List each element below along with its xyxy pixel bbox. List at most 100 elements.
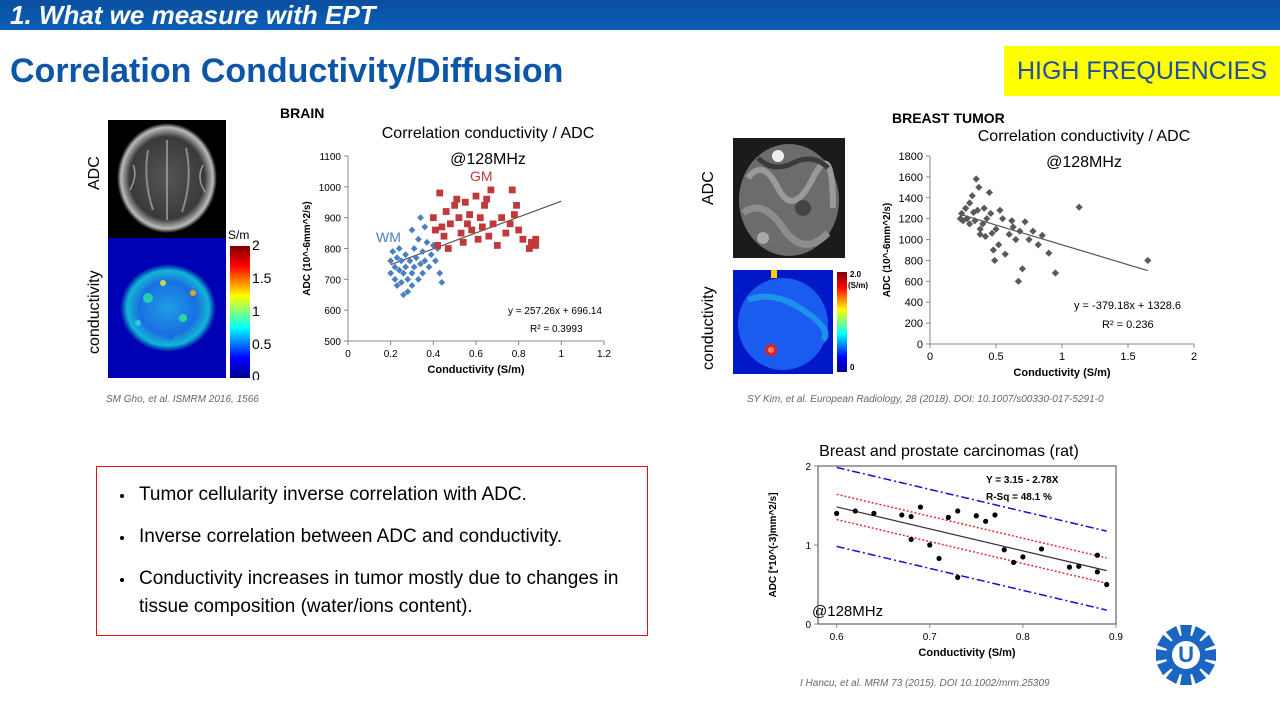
x-tick-label: 0.6	[469, 349, 483, 360]
data-point	[1001, 547, 1007, 553]
data-point	[397, 279, 405, 286]
data-point	[421, 223, 429, 231]
data-point	[972, 175, 980, 183]
data-point	[481, 201, 488, 209]
data-point	[991, 256, 999, 265]
y-tick-label: 1200	[899, 214, 923, 226]
data-point	[936, 555, 942, 562]
data-point	[899, 512, 905, 518]
data-point	[444, 245, 452, 252]
r-squared: R² = 0.236	[1102, 319, 1154, 331]
chart-subtitle: @128MHz	[1046, 154, 1122, 171]
data-point	[975, 183, 983, 191]
y-tick-label: 0	[805, 620, 811, 631]
data-point	[408, 269, 416, 277]
x-tick-label: 1	[559, 349, 565, 360]
breast-scatter-chart: Correlation conductivity / ADC @128MHz 0 0.…	[882, 128, 1197, 379]
y-tick-label: 500	[324, 337, 341, 348]
brain-colorbar-tick: 2	[252, 237, 260, 253]
x-axis-label: Conductivity (S/m)	[1013, 367, 1111, 379]
y-axis-label: ADC (10^-6mm^2/s)	[882, 203, 893, 297]
data-point	[968, 192, 976, 200]
y-tick-label: 200	[905, 318, 923, 330]
data-point	[402, 251, 409, 259]
bullet-item: Conductivity increases in tumor mostly d…	[135, 565, 647, 621]
data-point	[515, 226, 523, 234]
y-tick-label: 0	[917, 339, 923, 351]
data-point	[466, 211, 473, 218]
bullet-item: Tumor cellularity inverse correlation wi…	[135, 481, 647, 509]
bullet-item: Inverse correlation between ADC and cond…	[135, 523, 647, 551]
data-point	[981, 232, 990, 241]
brain-adc-image	[108, 120, 226, 238]
data-point	[1045, 249, 1053, 257]
data-point	[992, 512, 998, 518]
y-tick-label: 1	[805, 541, 811, 552]
data-point	[395, 245, 403, 252]
data-point	[425, 263, 433, 271]
data-point	[1038, 231, 1046, 239]
y-tick-label: 1600	[899, 172, 923, 184]
data-point	[387, 269, 395, 277]
x-tick-label: 0	[927, 351, 933, 363]
data-point	[985, 188, 993, 197]
data-point	[415, 235, 422, 243]
data-point	[955, 508, 961, 514]
data-point	[432, 257, 439, 265]
data-point	[423, 238, 431, 246]
x-tick-label: 0.8	[512, 349, 526, 360]
regression-equation: y = -379.18x + 1328.6	[1074, 300, 1181, 312]
data-point	[1034, 241, 1042, 249]
data-point	[958, 209, 966, 218]
data-point	[498, 214, 505, 222]
data-point	[1025, 235, 1033, 244]
breast-colorbar: 2.0 (S/m) 0	[837, 270, 868, 372]
data-point	[468, 226, 476, 234]
x-axis-label: Conductivity (S/m)	[427, 364, 525, 376]
data-point	[419, 248, 427, 255]
data-point	[436, 269, 444, 277]
data-point	[1076, 563, 1082, 569]
data-point	[421, 257, 429, 265]
data-point	[474, 235, 482, 243]
university-logo: U	[1156, 625, 1216, 685]
data-point	[417, 260, 424, 268]
y-tick-label: 2	[805, 462, 811, 473]
y-tick-label: 1400	[899, 193, 923, 205]
data-point	[387, 257, 395, 265]
data-point	[908, 536, 914, 543]
data-point	[1038, 546, 1045, 552]
data-point	[871, 510, 877, 516]
series-label: WM	[376, 229, 401, 245]
y-tick-label: 800	[324, 245, 341, 256]
data-point	[973, 513, 979, 519]
high-frequencies-badge: HIGH FREQUENCIES	[1004, 46, 1280, 96]
brain-colorbar-tick: 0.5	[252, 336, 272, 352]
data-point	[432, 226, 439, 234]
data-point	[508, 186, 516, 194]
prediction-band	[836, 466, 1107, 532]
data-point	[1075, 203, 1083, 211]
trendline	[836, 506, 1107, 572]
data-point	[987, 209, 995, 218]
data-point	[400, 269, 407, 277]
svg-text:U: U	[1178, 642, 1194, 667]
data-point	[1144, 256, 1152, 265]
breast-citation: SY Kim, et al. European Radiology, 28 (2…	[747, 394, 1104, 405]
brain-scatter-chart: Correlation conductivity / ADC @128MHz 0 0.…	[302, 125, 611, 376]
brain-adc-label: ADC	[86, 156, 103, 190]
trendline	[390, 200, 562, 266]
confidence-band	[836, 518, 1107, 584]
chart-title: Correlation conductivity / ADC	[978, 128, 1191, 145]
data-point	[983, 215, 991, 223]
data-point	[511, 211, 518, 218]
data-point	[493, 242, 501, 249]
data-point	[483, 195, 491, 203]
data-point	[989, 246, 997, 254]
data-point	[434, 242, 441, 249]
y-tick-label: 1100	[319, 152, 341, 163]
y-tick-label: 600	[324, 306, 341, 317]
breast-colorbar-bottom: 0	[850, 363, 855, 372]
data-point	[476, 214, 484, 222]
section-bar: 1. What we measure with EPT	[0, 0, 1280, 30]
